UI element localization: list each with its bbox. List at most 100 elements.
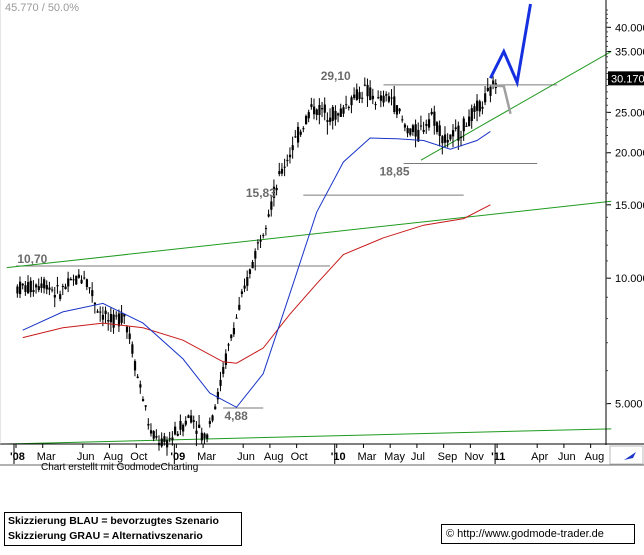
candle-body bbox=[75, 275, 78, 285]
candle-body bbox=[259, 240, 262, 242]
candle-body bbox=[363, 84, 366, 86]
x-tick-label: '10 bbox=[331, 451, 346, 463]
x-tick-label: Mar bbox=[37, 451, 56, 463]
candle-body bbox=[125, 326, 129, 333]
candle-body bbox=[160, 438, 163, 447]
arrow-tool-icon[interactable] bbox=[609, 445, 644, 465]
scenario-gray-path bbox=[490, 84, 512, 115]
candle-body bbox=[393, 96, 396, 113]
candle-body bbox=[355, 89, 358, 101]
x-tick-label: May bbox=[384, 451, 405, 463]
candle-body bbox=[403, 124, 407, 128]
candle-body bbox=[40, 283, 43, 288]
candle-body bbox=[230, 334, 233, 339]
candle-body bbox=[251, 261, 254, 269]
candle-body bbox=[232, 328, 236, 335]
candle-body bbox=[454, 127, 457, 129]
candle-body bbox=[331, 107, 334, 121]
current-price-box bbox=[608, 71, 644, 86]
candle-body bbox=[56, 285, 59, 287]
candle-body bbox=[288, 154, 292, 158]
candle-body bbox=[299, 131, 302, 135]
candle-body bbox=[32, 290, 35, 292]
candle-body bbox=[133, 361, 137, 371]
candle-body bbox=[83, 277, 86, 279]
candle-body bbox=[476, 100, 479, 111]
candle-body bbox=[430, 111, 433, 115]
candle-body bbox=[371, 95, 375, 100]
x-tick-label: Oct bbox=[130, 451, 147, 463]
source-url[interactable]: http://www.godmode-trader.de bbox=[457, 528, 604, 540]
candle-body bbox=[286, 159, 289, 161]
candle-body bbox=[457, 125, 460, 141]
candle-body bbox=[390, 97, 393, 99]
candle-body bbox=[369, 87, 372, 101]
candle-body bbox=[136, 376, 139, 379]
x-tick-label: Mar bbox=[357, 451, 376, 463]
candle-body bbox=[267, 214, 270, 217]
x-tick-label: Aug bbox=[585, 451, 605, 463]
candle-body bbox=[163, 436, 166, 443]
candle-body bbox=[470, 108, 473, 122]
level-label: 29,10 bbox=[321, 69, 351, 83]
candle-body bbox=[427, 119, 431, 128]
candle-body bbox=[256, 242, 260, 244]
candle-body bbox=[29, 280, 32, 293]
candle-body bbox=[238, 304, 241, 310]
candle-body bbox=[350, 97, 353, 106]
cursor-readout: 45.770 / 50.0% bbox=[5, 2, 80, 14]
candle-body bbox=[19, 281, 22, 295]
y-tick-label: 20.000 bbox=[615, 148, 644, 160]
candle-body bbox=[131, 344, 134, 354]
x-tick-label: Sep bbox=[438, 451, 458, 463]
candle-body bbox=[208, 421, 211, 424]
candle-body bbox=[401, 119, 404, 121]
candle-body bbox=[21, 283, 24, 286]
candle-body bbox=[77, 274, 81, 278]
candle-body bbox=[489, 86, 492, 96]
candle-body bbox=[67, 278, 70, 287]
candle-body bbox=[37, 286, 40, 291]
candle-body bbox=[69, 279, 72, 281]
candle-body bbox=[382, 95, 385, 103]
candle-body bbox=[438, 125, 441, 137]
candle-body bbox=[80, 279, 83, 284]
trendline bbox=[420, 51, 612, 161]
candle-body bbox=[123, 313, 126, 317]
candle-body bbox=[465, 125, 468, 127]
candle-body bbox=[283, 166, 286, 168]
candle-body bbox=[262, 235, 265, 237]
candle-body bbox=[433, 111, 436, 126]
candle-body bbox=[43, 279, 46, 289]
candle-body bbox=[323, 104, 326, 113]
candle-body bbox=[304, 115, 308, 125]
candle-body bbox=[93, 302, 97, 305]
candle-body bbox=[61, 285, 64, 287]
candle-body bbox=[417, 129, 420, 142]
x-tick-label: Jul bbox=[411, 451, 425, 463]
candle-body bbox=[120, 312, 123, 323]
candle-body bbox=[246, 276, 249, 286]
y-tick-label: 40.000 bbox=[615, 22, 644, 34]
candle-body bbox=[385, 94, 388, 96]
candle-body bbox=[345, 104, 348, 106]
candle-body bbox=[451, 130, 455, 137]
source-link[interactable]: © http://www.godmode-trader.de bbox=[441, 524, 635, 544]
x-tick-label: Jun bbox=[237, 451, 255, 463]
candle-body bbox=[425, 123, 428, 126]
candle-body bbox=[291, 145, 294, 151]
candle-body bbox=[326, 120, 329, 122]
candle-body bbox=[152, 431, 155, 439]
candle-body bbox=[302, 128, 305, 130]
candle-body bbox=[435, 122, 439, 132]
candle-body bbox=[224, 353, 228, 365]
candle-body bbox=[310, 104, 313, 107]
scenario-legend: Skizzierung BLAU = bevorzugtes Szenario … bbox=[4, 512, 242, 546]
candle-body bbox=[243, 285, 246, 289]
candle-body bbox=[460, 136, 463, 139]
candle-body bbox=[117, 313, 121, 327]
candle-body bbox=[411, 125, 415, 133]
x-tick-label: Mar bbox=[197, 451, 216, 463]
candle-body bbox=[342, 107, 345, 114]
